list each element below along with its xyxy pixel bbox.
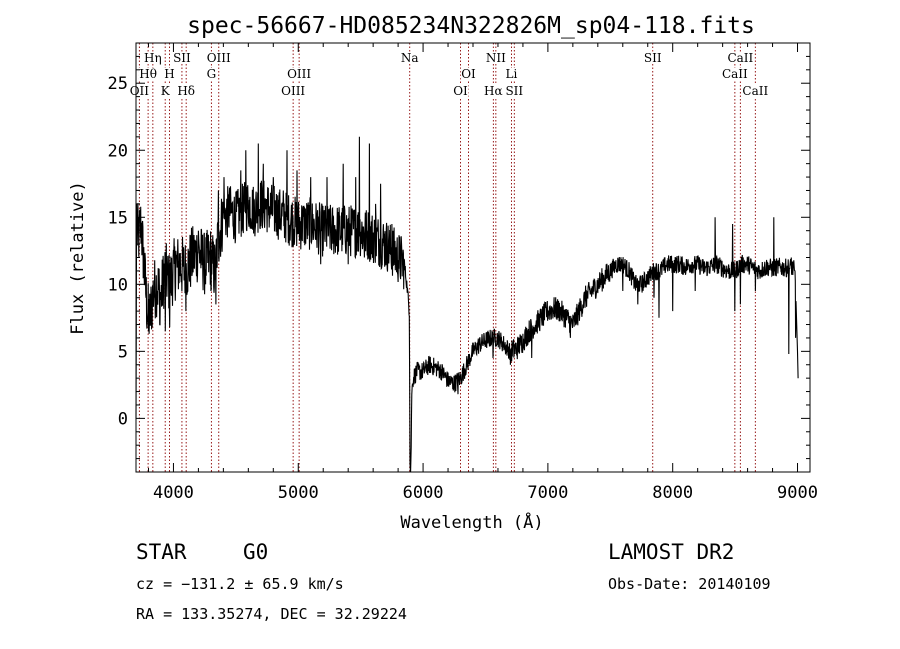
- marker-label: Na: [401, 51, 419, 65]
- marker-label: G: [207, 67, 217, 81]
- marker-label: CaII: [722, 67, 748, 81]
- marker-label: SII: [505, 84, 523, 98]
- y-axis: 0 5 10 15 20 25: [108, 55, 810, 460]
- marker-label-bg: [160, 85, 172, 97]
- marker-label-bg: [176, 85, 196, 97]
- x-tick-label: 7000: [527, 483, 568, 503]
- marker-label: H: [164, 67, 174, 81]
- marker-label-bg: [129, 85, 150, 97]
- marker-label-bg: [138, 68, 158, 80]
- marker-label: SII: [644, 51, 662, 65]
- marker-label: OI: [461, 67, 476, 81]
- marker-label: Hα: [484, 84, 503, 98]
- marker-label: SII: [173, 51, 191, 65]
- marker-label: Hθ: [139, 67, 157, 81]
- marker-label-bg: [400, 52, 420, 64]
- marker-label: K: [161, 84, 171, 98]
- marker-label-bg: [280, 85, 306, 97]
- marker-label: Hδ: [177, 84, 195, 98]
- chart-title: spec-56667-HD085234N322826M_sp04-118.fit…: [187, 13, 755, 39]
- marker-label-bg: [721, 68, 749, 80]
- marker-label-bg: [485, 52, 507, 64]
- y-tick-label: 20: [108, 141, 128, 161]
- redshift-info: cz = −131.2 ± 65.9 km/s: [136, 575, 344, 593]
- marker-label: CaII: [742, 84, 768, 98]
- marker-label-bg: [504, 85, 524, 97]
- x-tick-label: 8000: [652, 483, 693, 503]
- marker-label: OI: [453, 84, 468, 98]
- x-tick-label: 4000: [153, 483, 194, 503]
- marker-label-bg: [286, 68, 312, 80]
- marker-label: OIII: [281, 84, 305, 98]
- marker-label-bg: [163, 68, 176, 80]
- x-axis: 4000 5000 6000 7000 8000 9000: [147, 43, 818, 503]
- x-tick-label: 6000: [403, 483, 444, 503]
- marker-label-bg: [460, 68, 477, 80]
- y-axis-label: Flux (relative): [68, 181, 88, 335]
- marker-label: CaII: [727, 51, 753, 65]
- marker-label-bg: [143, 52, 163, 64]
- survey-name: LAMOST DR2: [608, 540, 734, 564]
- plot-frame: [135, 42, 811, 473]
- observation-date: Obs-Date: 20140109: [608, 575, 771, 593]
- x-axis-label: Wavelength (Å): [400, 511, 543, 533]
- marker-label-bg: [505, 68, 519, 80]
- marker-label-bg: [206, 52, 232, 64]
- marker-label-bg: [206, 68, 217, 80]
- marker-label-bg: [483, 85, 504, 97]
- y-tick-label: 10: [108, 275, 128, 295]
- x-tick-label: 9000: [777, 483, 818, 503]
- marker-label-bg: [172, 52, 192, 64]
- object-class: STAR: [136, 540, 187, 564]
- marker-label: NII: [486, 51, 506, 65]
- x-tick-label: 5000: [278, 483, 319, 503]
- marker-label-bg: [452, 85, 469, 97]
- emission-line-labels: Hη Hθ OII SII HK Hδ OIII G OIII OIII Na OI OI NII HαLi…: [129, 51, 769, 98]
- marker-label: Li: [506, 67, 518, 81]
- marker-label-bg: [726, 52, 755, 64]
- emission-line-markers: [138, 43, 756, 472]
- y-tick-label: 5: [118, 342, 128, 362]
- marker-label-bg: [741, 85, 769, 97]
- y-tick-label: 15: [108, 208, 128, 228]
- marker-label-bg: [643, 52, 663, 64]
- marker-label: OIII: [207, 51, 231, 65]
- spectrum-line: [135, 136, 799, 472]
- y-tick-label: 0: [118, 409, 128, 429]
- marker-label: OII: [130, 84, 150, 98]
- marker-label: OIII: [287, 67, 311, 81]
- object-subclass: G0: [243, 540, 268, 564]
- coordinates: RA = 133.35274, DEC = 32.29224: [136, 605, 407, 623]
- y-tick-label: 25: [108, 74, 128, 94]
- marker-label: Hη: [144, 51, 162, 65]
